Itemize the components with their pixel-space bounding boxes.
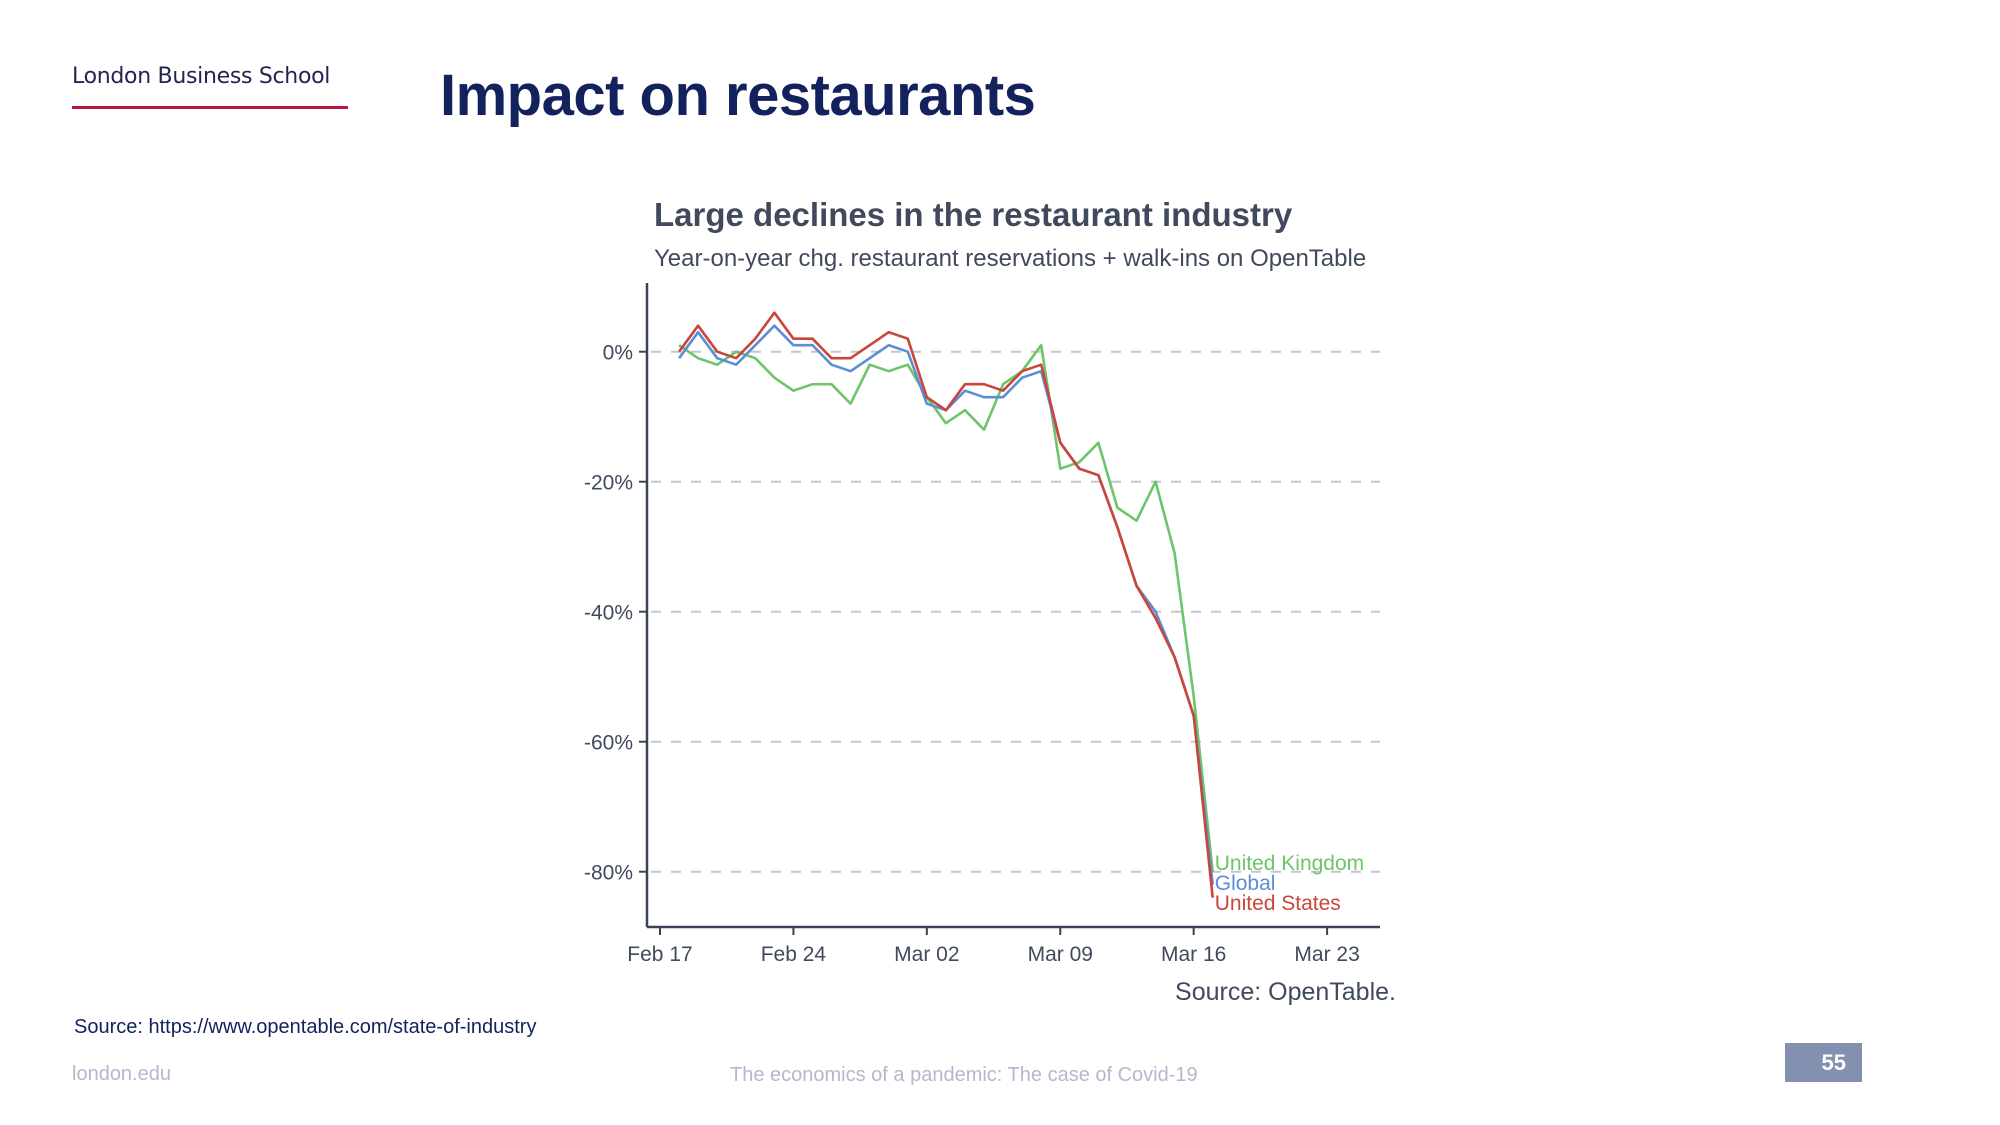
slide-title: Impact on restaurants [440,63,1036,128]
series-line-uk [678,343,1214,872]
chart-source: Source: OpenTable. [1175,978,1396,1006]
x-tick-label: Feb 17 [627,943,692,966]
school-logo: London Business School [72,64,331,89]
series-label-uk: United Kingdom [1215,852,1364,875]
y-tick-label: -60% [584,732,633,755]
y-tick-label: -80% [584,862,633,885]
x-tick-label: Mar 02 [894,943,959,966]
axes [645,283,1380,929]
y-tick-label: -20% [584,472,633,495]
x-tick-label: Mar 16 [1161,943,1226,966]
series-label-global: Global [1215,872,1276,895]
page-number: 55 [1785,1043,1862,1082]
y-tick-label: 0% [603,342,633,365]
series-lines [678,311,1214,898]
source-citation: Source: https://www.opentable.com/state-… [74,1016,537,1038]
x-tick-label: Mar 09 [1028,943,1093,966]
chart-subtitle: Year-on-year chg. restaurant reservation… [654,245,1367,272]
footer-site: london.edu [72,1063,171,1085]
gridlines [651,350,1380,873]
chart-title: Large declines in the restaurant industr… [654,196,1293,233]
series-label-us: United States [1215,892,1341,915]
x-tick-label: Mar 23 [1294,943,1359,966]
x-tick-label: Feb 24 [761,943,827,966]
footer-deck-title: The economics of a pandemic: The case of… [730,1064,1198,1086]
y-tick-label: -40% [584,602,633,625]
x-axis-ticks: Feb 17 Feb 24 Mar 02 Mar 09 Mar 16 Mar 23 [627,927,1360,966]
series-line-us [678,311,1214,898]
y-axis-ticks: 0% -20% -40% -60% -80% [584,342,647,885]
logo-underline [72,106,348,109]
